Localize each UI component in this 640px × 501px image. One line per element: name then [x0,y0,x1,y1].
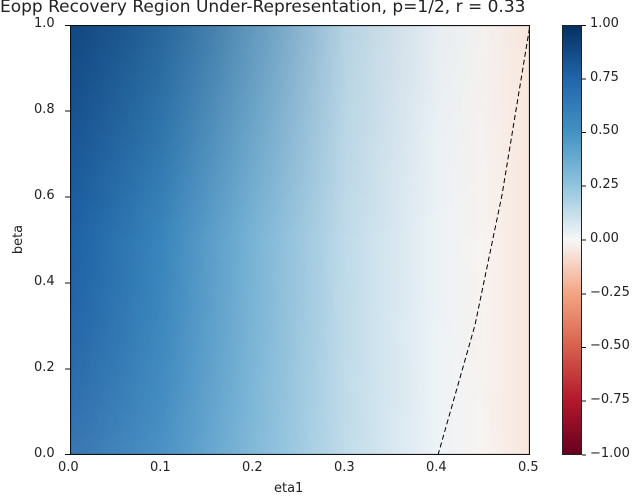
colorbar-ticks [582,25,586,456]
x-tick-label: 0.5 [518,460,539,475]
colorbar [562,25,582,455]
colorbar-tick-label: −0.75 [590,392,630,407]
chart-title: Eopp Recovery Region Under-Representatio… [0,0,526,17]
y-tick-label: 0.0 [34,446,55,461]
colorbar-tick-label: −0.25 [590,285,630,300]
colorbar-tick-label: 0.50 [590,123,619,138]
y-tick-label: 0.2 [34,360,55,375]
y-ticks [65,25,70,455]
y-tick-label: 0.4 [34,274,55,289]
colorbar-tick-label: 0.25 [590,177,619,192]
colorbar-tick-label: 0.75 [590,70,619,85]
x-tick-label: 0.4 [426,460,447,475]
x-tick-label: 0.0 [58,460,79,475]
heatmap-svg [69,24,531,460]
heatmap-plot-area [65,24,531,460]
x-tick-label: 0.3 [334,460,355,475]
colorbar-tick-label: −0.50 [590,338,630,353]
y-tick-label: 0.8 [34,102,55,117]
y-tick-label: 1.0 [34,16,55,31]
x-tick-label: 0.2 [242,460,263,475]
colorbar-tick-label: 1.00 [590,16,619,31]
y-axis-label: beta [11,224,27,255]
zero-contour-line [437,24,531,456]
y-tick-label: 0.6 [34,188,55,203]
colorbar-tick-label: −1.00 [590,446,630,461]
colorbar-tick-label: 0.00 [590,231,619,246]
x-axis-label: eta1 [274,481,304,496]
x-tick-label: 0.1 [150,460,171,475]
